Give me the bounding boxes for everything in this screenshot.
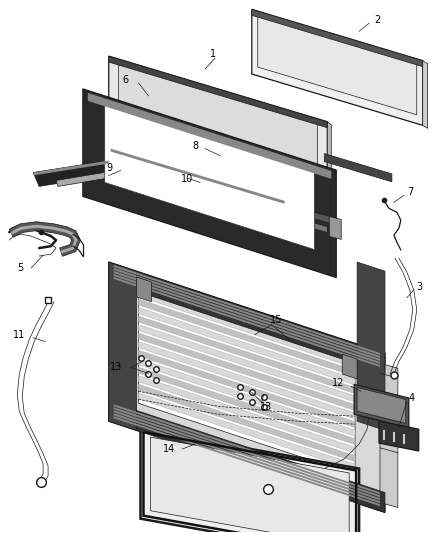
Polygon shape <box>356 262 384 430</box>
Polygon shape <box>113 271 379 361</box>
Polygon shape <box>353 384 408 428</box>
Text: 13: 13 <box>110 362 122 373</box>
Polygon shape <box>379 363 397 507</box>
Polygon shape <box>138 359 354 436</box>
Text: 4: 4 <box>408 393 414 403</box>
Polygon shape <box>113 265 379 355</box>
Polygon shape <box>251 10 422 67</box>
Text: 2: 2 <box>373 15 379 25</box>
Polygon shape <box>342 354 356 379</box>
Polygon shape <box>328 216 340 239</box>
Polygon shape <box>118 61 317 179</box>
Polygon shape <box>138 282 354 359</box>
Text: 7: 7 <box>406 188 412 197</box>
Polygon shape <box>109 56 327 128</box>
Text: 9: 9 <box>106 163 113 173</box>
Polygon shape <box>138 350 354 427</box>
Polygon shape <box>109 56 327 189</box>
Polygon shape <box>138 367 354 445</box>
Polygon shape <box>138 316 354 393</box>
Polygon shape <box>113 268 379 358</box>
Polygon shape <box>88 93 331 179</box>
Text: 8: 8 <box>191 141 198 151</box>
Text: 11: 11 <box>13 329 25 340</box>
Polygon shape <box>56 171 117 187</box>
Polygon shape <box>138 384 354 462</box>
Text: 5: 5 <box>17 263 23 273</box>
Polygon shape <box>83 89 336 278</box>
Polygon shape <box>105 103 314 249</box>
Polygon shape <box>138 280 354 475</box>
Polygon shape <box>113 274 379 364</box>
Polygon shape <box>150 437 348 533</box>
Polygon shape <box>138 325 354 402</box>
Polygon shape <box>113 404 379 494</box>
Polygon shape <box>138 299 354 376</box>
Text: 1: 1 <box>209 49 215 59</box>
Polygon shape <box>422 61 427 128</box>
Polygon shape <box>113 407 379 497</box>
Polygon shape <box>327 122 331 192</box>
Polygon shape <box>136 277 151 302</box>
Polygon shape <box>356 387 405 423</box>
Polygon shape <box>109 401 384 512</box>
Polygon shape <box>140 429 358 533</box>
Polygon shape <box>109 262 384 512</box>
Polygon shape <box>33 160 115 187</box>
Text: 12: 12 <box>331 378 343 389</box>
Polygon shape <box>138 333 354 410</box>
Polygon shape <box>110 149 284 211</box>
Polygon shape <box>173 173 329 223</box>
Polygon shape <box>324 154 391 182</box>
Polygon shape <box>9 222 80 256</box>
Polygon shape <box>257 14 416 115</box>
Polygon shape <box>11 225 77 254</box>
Text: 3: 3 <box>416 282 422 292</box>
Polygon shape <box>109 262 384 373</box>
Polygon shape <box>138 342 354 419</box>
Polygon shape <box>113 416 379 506</box>
Polygon shape <box>138 290 354 368</box>
Polygon shape <box>378 421 418 451</box>
Polygon shape <box>113 410 379 500</box>
Text: 13: 13 <box>259 402 272 412</box>
Polygon shape <box>138 308 354 385</box>
Text: 6: 6 <box>122 75 128 85</box>
Text: 14: 14 <box>162 444 175 454</box>
Polygon shape <box>173 183 327 232</box>
Polygon shape <box>109 262 136 430</box>
Text: 15: 15 <box>269 314 281 325</box>
Text: 10: 10 <box>180 174 193 184</box>
Polygon shape <box>113 277 379 367</box>
Polygon shape <box>33 160 109 175</box>
Polygon shape <box>138 376 354 453</box>
Polygon shape <box>113 413 379 503</box>
Polygon shape <box>138 393 354 470</box>
Polygon shape <box>110 149 284 204</box>
Polygon shape <box>251 10 422 125</box>
